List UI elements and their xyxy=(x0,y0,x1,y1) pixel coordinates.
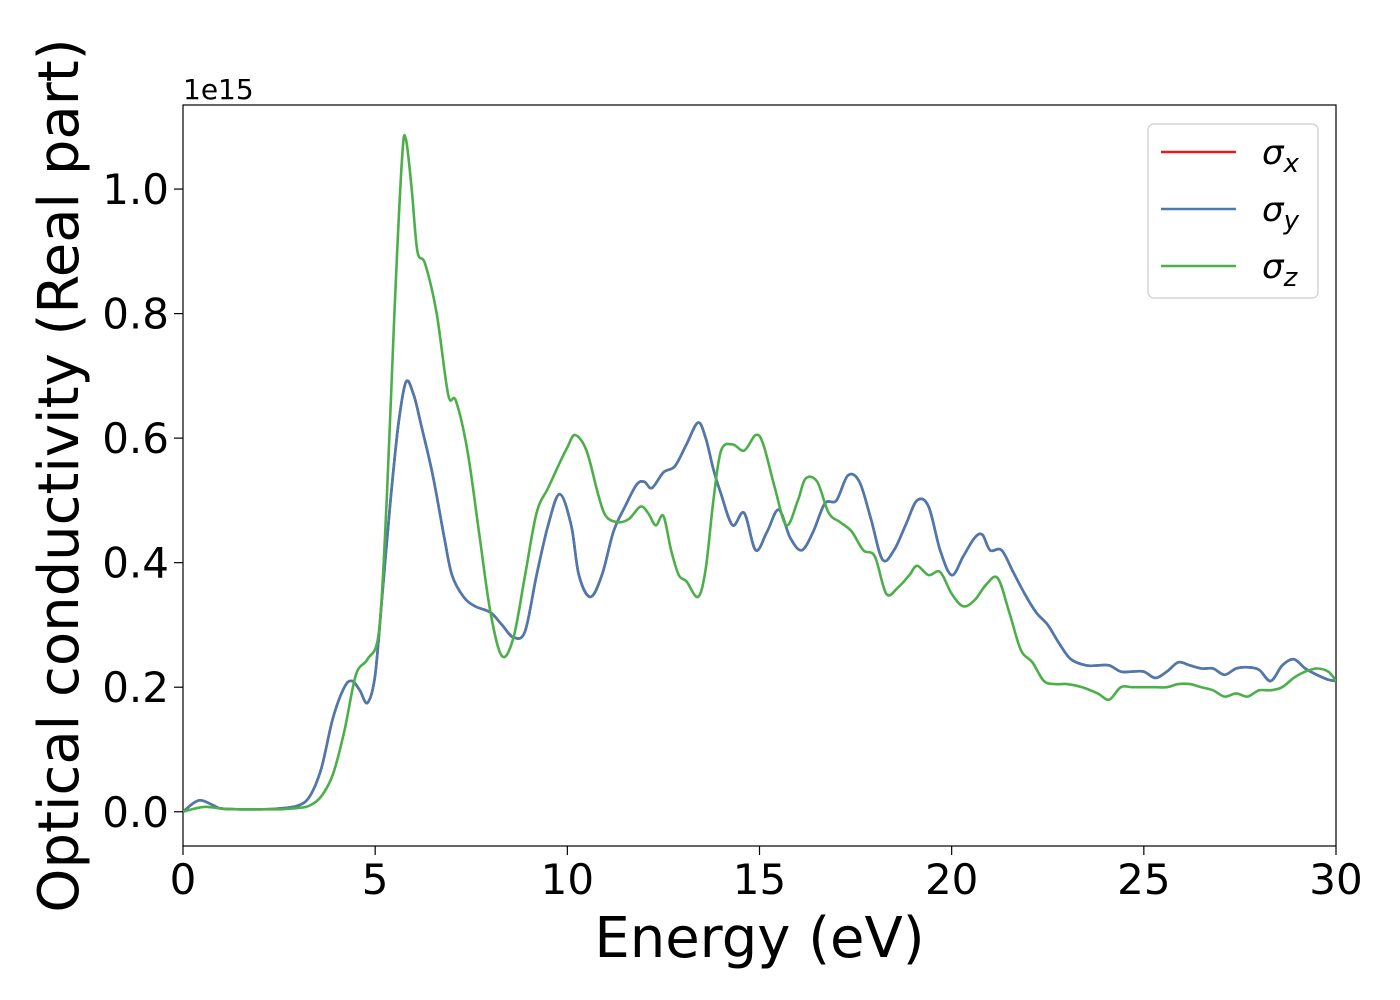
plot-area xyxy=(182,104,1337,847)
x-tick-label: 25 xyxy=(1117,855,1170,904)
y-tick-label: 0.0 xyxy=(102,788,169,837)
y-axis: 0.0 0.2 0.4 0.6 0.8 1.0 xyxy=(102,165,183,837)
y-axis-label: Optical conductivity (Real part) xyxy=(27,38,92,912)
legend: σx σy σz xyxy=(1147,123,1319,299)
y-offset-label: 1e15 xyxy=(183,73,254,106)
x-tick-label: 15 xyxy=(733,855,786,904)
series-line-z xyxy=(183,133,1336,814)
x-tick-label: 5 xyxy=(362,855,389,904)
x-axis: 0 5 10 15 20 25 30 xyxy=(170,846,1363,904)
y-tick-label: 0.2 xyxy=(102,663,169,712)
x-tick-label: 0 xyxy=(170,855,197,904)
y-tick-label: 1.0 xyxy=(102,165,169,214)
series-layer xyxy=(183,133,1336,814)
legend-label-z: σz xyxy=(1262,247,1299,293)
x-axis-label: Energy (eV) xyxy=(594,906,924,971)
legend-label-x: σx xyxy=(1262,133,1300,179)
legend-box xyxy=(1147,123,1319,299)
y-tick-label: 0.8 xyxy=(102,290,169,339)
legend-label-y: σy xyxy=(1262,190,1300,236)
y-tick-label: 0.6 xyxy=(102,414,169,463)
x-tick-label: 30 xyxy=(1309,855,1362,904)
y-tick-label: 0.4 xyxy=(102,539,169,588)
x-tick-label: 10 xyxy=(541,855,594,904)
x-tick-label: 20 xyxy=(925,855,978,904)
